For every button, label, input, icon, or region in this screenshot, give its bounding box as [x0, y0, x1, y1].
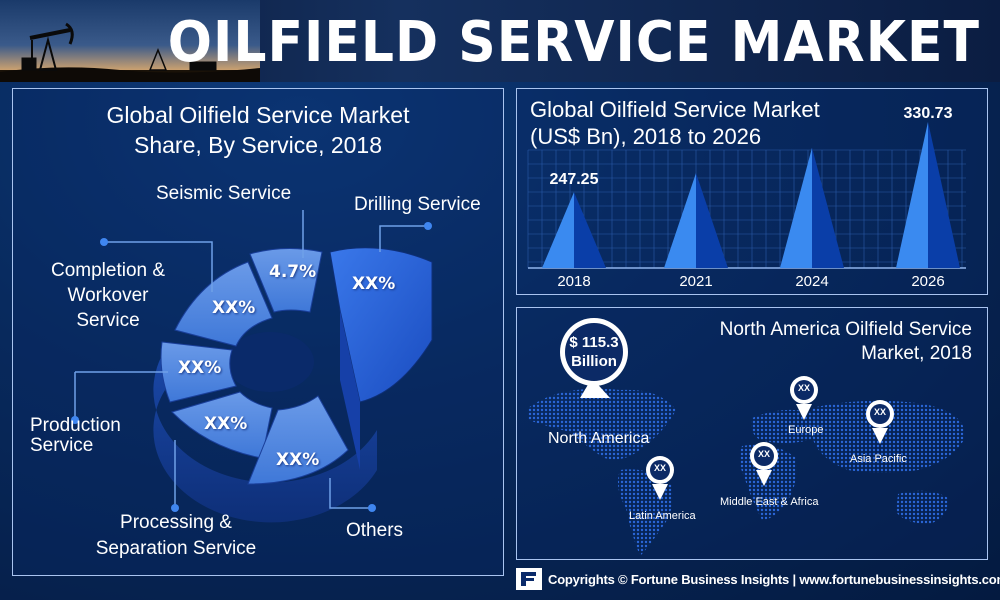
slice-label-completion: Completion & Workover Service: [50, 260, 166, 331]
asia-pacific-value: XX: [873, 407, 886, 417]
pie-chart-title: Global Oilfield Service Market Share, By…: [12, 100, 504, 160]
region-label-middle-east-africa: Middle East & Africa: [720, 496, 819, 508]
middle-east-africa-value: XX: [757, 449, 770, 459]
slice-value-others: XX%: [276, 450, 320, 470]
map-title-line2: Market, 2018: [861, 343, 972, 364]
latin-america-value: XX: [653, 463, 666, 473]
pie-title-line1: Global Oilfield Service Market: [106, 102, 410, 128]
pie-title-line2: Share, By Service, 2018: [133, 132, 383, 158]
region-label-asia-pacific: Asia Pacific: [850, 453, 907, 465]
bar-title-line1: Global Oilfield Service Market: [530, 97, 820, 122]
fortune-logo-icon: [516, 568, 542, 590]
copyright-footer: Copyrights © Fortune Business Insights |…: [548, 572, 1000, 587]
bar-title-line2: (US$ Bn), 2018 to 2026: [530, 124, 762, 149]
bar-chart-title: Global Oilfield Service Market (US$ Bn),…: [530, 96, 820, 150]
slice-value-production: XX%: [178, 358, 222, 378]
header-banner: OILFIELD SERVICE MARKET: [0, 0, 1000, 82]
north-america-value-line2: Billion: [571, 353, 617, 370]
page-title: OILFIELD SERVICE MARKET: [167, 10, 980, 75]
north-america-value: $ 115.3 Billion: [560, 333, 628, 371]
map-title: North America Oilfield Service Market, 2…: [720, 318, 972, 366]
slice-label-seismic: Seismic Service: [156, 183, 292, 204]
slice-label-others: Others: [346, 520, 404, 541]
slice-label-processing: Processing & Separation Service: [95, 512, 257, 559]
slice-label-production: Production Service: [30, 415, 121, 456]
slice-value-seismic: 4.7%: [269, 262, 317, 282]
slice-label-drilling: Drilling Service: [354, 194, 481, 215]
region-label-north-america: North America: [548, 430, 650, 447]
slice-value-drilling: XX%: [352, 274, 396, 294]
map-title-line1: North America Oilfield Service: [719, 319, 972, 340]
slice-value-completion: XX%: [212, 298, 256, 318]
oil-pump-icon: [0, 22, 260, 82]
europe-value: XX: [797, 383, 810, 393]
region-label-latin-america: Latin America: [629, 510, 696, 522]
region-label-europe: Europe: [788, 424, 824, 436]
slice-value-processing: XX%: [204, 414, 248, 434]
north-america-value-line1: $ 115.3: [569, 334, 619, 351]
